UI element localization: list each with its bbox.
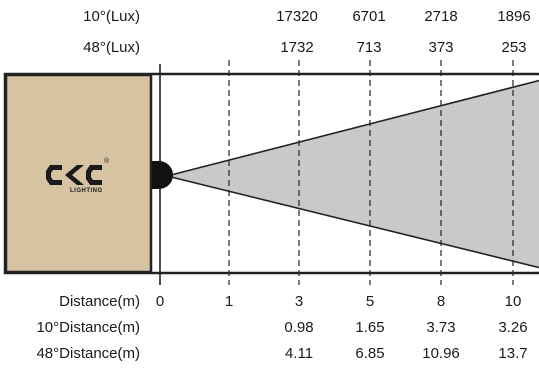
distance-10-value: 0.98: [284, 319, 314, 336]
distance-value: 10: [504, 293, 522, 310]
distance-value: 1: [224, 293, 234, 310]
lux-10-value: 17320: [276, 8, 318, 25]
distance-10-value: 1.65: [355, 319, 385, 336]
wall-panel: [4, 73, 153, 274]
distance-48-label: 48°Distance(m): [36, 345, 140, 362]
lux-48-value: 713: [356, 39, 382, 56]
ckc-logo-icon: [46, 165, 102, 185]
lux-48-value: 1732: [280, 39, 314, 56]
distance-48-value: 13.7: [498, 345, 528, 362]
lux-10-value: 1896: [497, 8, 531, 25]
lux-10-label: 10°(Lux): [83, 8, 140, 25]
distance-10-value: 3.26: [498, 319, 528, 336]
logo-subtitle: LIGHTING: [70, 188, 103, 194]
distance-value: 8: [436, 293, 446, 310]
lux-10-value: 2718: [424, 8, 458, 25]
lux-48-label: 48°(Lux): [83, 39, 140, 56]
distance-10-value: 3.73: [426, 319, 456, 336]
distance-value: 5: [365, 293, 375, 310]
distance-value: 0: [155, 293, 165, 310]
distance-label: Distance(m): [59, 293, 140, 310]
lux-10-value: 6701: [352, 8, 386, 25]
distance-48-value: 6.85: [355, 345, 385, 362]
lamp-head-icon: [152, 161, 173, 189]
distance-48-value: 4.11: [284, 345, 314, 362]
distance-48-value: 10.96: [422, 345, 460, 362]
logo-registered-mark: ®: [104, 158, 110, 165]
light-beam-cone: [166, 79, 539, 269]
distance-value: 3: [294, 293, 304, 310]
distance-10-label: 10°Distance(m): [36, 319, 140, 336]
lux-48-value: 253: [501, 39, 527, 56]
lux-48-value: 373: [428, 39, 454, 56]
